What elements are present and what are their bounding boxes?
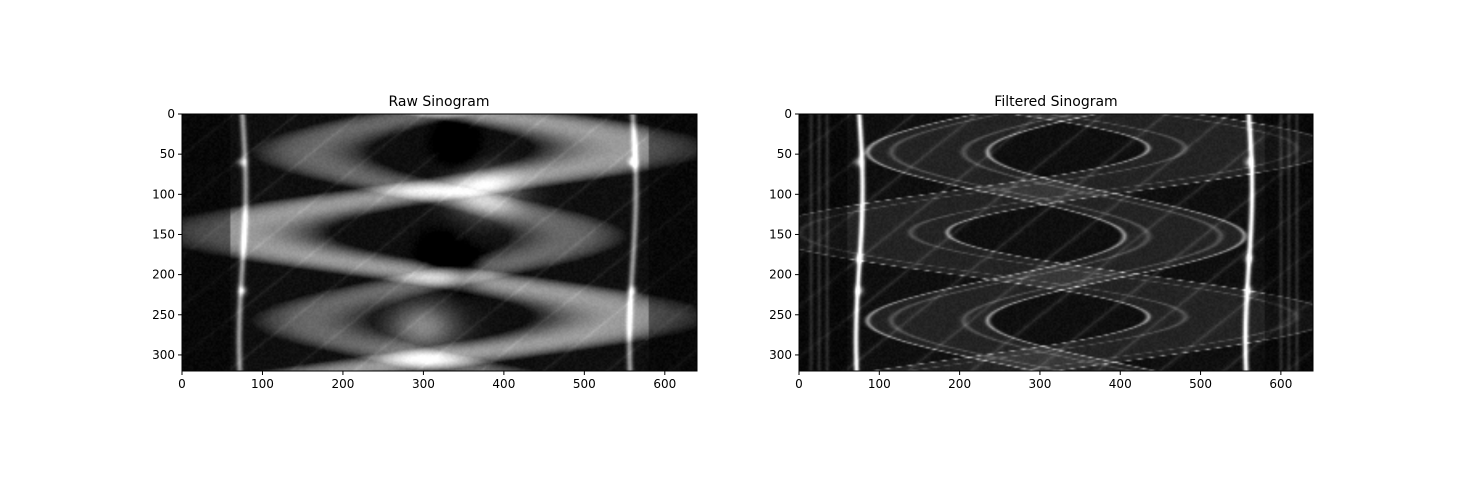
y-tick-label: 50 <box>160 147 175 161</box>
x-tick-label: 100 <box>868 377 891 391</box>
axes-frame <box>798 113 1314 372</box>
y-tick-label: 250 <box>769 308 792 322</box>
x-tick-label: 200 <box>948 377 971 391</box>
y-tick-label: 100 <box>769 187 792 201</box>
axes-frame <box>181 113 698 372</box>
x-tick-label: 300 <box>412 377 435 391</box>
raw-sinogram-panel: Raw Sinogram 0 100 200 300 400 500 600 0 50 100 1… <box>152 94 698 391</box>
filtered-sinogram-panel: Filtered Sinogram 0 100 200 300 400 500 600 0 5… <box>769 94 1314 391</box>
x-tick-label: 500 <box>1189 377 1212 391</box>
y-tick-label: 150 <box>769 227 792 241</box>
x-tick-label: 0 <box>795 377 803 391</box>
panel-title: Raw Sinogram <box>389 94 490 110</box>
y-tick-label: 0 <box>784 107 792 121</box>
x-tick-label: 0 <box>178 377 186 391</box>
y-tick-label: 0 <box>167 107 175 121</box>
y-tick-label: 200 <box>769 268 792 282</box>
x-tick-label: 600 <box>653 377 676 391</box>
x-tick-label: 300 <box>1028 377 1051 391</box>
x-tick-label: 400 <box>1109 377 1132 391</box>
x-tick-label: 600 <box>1269 377 1292 391</box>
y-axis: 0 50 100 150 200 250 300 <box>152 107 182 362</box>
y-tick-label: 50 <box>777 147 792 161</box>
x-tick-label: 500 <box>573 377 596 391</box>
x-tick-label: 100 <box>251 377 274 391</box>
x-axis: 0 100 200 300 400 500 600 <box>178 371 676 391</box>
y-tick-label: 300 <box>769 348 792 362</box>
y-tick-label: 300 <box>152 348 175 362</box>
filtered-sinogram-image <box>799 114 1313 371</box>
x-tick-label: 200 <box>331 377 354 391</box>
x-axis: 0 100 200 300 400 500 600 <box>795 371 1292 391</box>
raw-sinogram-image <box>182 114 697 371</box>
panel-title: Filtered Sinogram <box>994 94 1117 110</box>
y-tick-label: 250 <box>152 308 175 322</box>
y-axis: 0 50 100 150 200 250 300 <box>769 107 799 362</box>
x-tick-label: 400 <box>492 377 515 391</box>
y-tick-label: 200 <box>152 268 175 282</box>
y-tick-label: 100 <box>152 187 175 201</box>
y-tick-label: 150 <box>152 227 175 241</box>
